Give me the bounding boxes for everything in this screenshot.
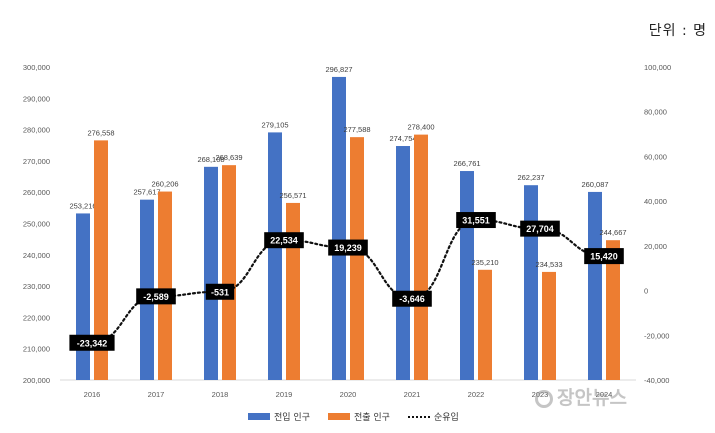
y-left-tick-label: 300,000 bbox=[23, 63, 50, 72]
data-label-box-net bbox=[205, 283, 235, 300]
bar-outflow bbox=[94, 140, 108, 380]
data-label-box-net bbox=[136, 288, 176, 305]
bar-outflow bbox=[222, 165, 236, 380]
bar-inflow bbox=[460, 171, 474, 380]
data-label-inflow: 274,754 bbox=[389, 134, 416, 143]
y-left-tick-label: 290,000 bbox=[23, 94, 50, 103]
x-tick-label: 2021 bbox=[404, 390, 421, 399]
data-label-outflow: 260,206 bbox=[151, 180, 178, 189]
bar-inflow bbox=[524, 185, 538, 380]
y-left-tick-label: 210,000 bbox=[23, 345, 50, 354]
y-right-tick-label: 20,000 bbox=[644, 242, 667, 251]
x-tick-label: 2024 bbox=[596, 390, 613, 399]
y-left-tick-label: 200,000 bbox=[23, 376, 50, 385]
legend-item-outflow: 전출 인구 bbox=[327, 410, 390, 423]
bar-outflow bbox=[350, 137, 364, 380]
data-label-net: -531 bbox=[211, 287, 229, 297]
data-label-box-net bbox=[520, 220, 560, 237]
data-label-net: -2,589 bbox=[143, 292, 169, 302]
watermark-text: 장안뉴스 bbox=[557, 387, 627, 409]
legend-swatch-outflow bbox=[327, 413, 350, 420]
y-left-tick-label: 260,000 bbox=[23, 188, 50, 197]
y-left-tick-label: 280,000 bbox=[23, 126, 50, 135]
bar-inflow bbox=[588, 191, 602, 380]
legend-label-inflow: 전입 인구 bbox=[274, 413, 310, 423]
data-label-net: 15,420 bbox=[590, 252, 618, 262]
chart-legend: 전입 인구 전출 인구 순유입 bbox=[248, 410, 459, 423]
y-right-tick-label: -40,000 bbox=[644, 376, 669, 385]
data-label-outflow: 277,588 bbox=[343, 125, 370, 134]
data-label-net: 27,704 bbox=[526, 224, 554, 234]
data-label-outflow: 268,639 bbox=[215, 153, 242, 162]
y-right-tick-label: 80,000 bbox=[644, 108, 667, 117]
y-left-tick-label: 240,000 bbox=[23, 251, 50, 260]
data-label-outflow: 235,210 bbox=[471, 258, 498, 267]
y-right-tick-label: -20,000 bbox=[644, 331, 669, 340]
y-left-tick-label: 220,000 bbox=[23, 313, 50, 322]
legend-swatch-net bbox=[407, 415, 430, 418]
data-label-outflow: 256,571 bbox=[279, 191, 306, 200]
legend-item-net: 순유입 bbox=[407, 410, 459, 423]
data-label-inflow: 260,087 bbox=[581, 180, 608, 189]
data-label-inflow: 262,237 bbox=[517, 173, 544, 182]
legend-label-outflow: 전출 인구 bbox=[353, 413, 390, 423]
data-label-inflow: 257,617 bbox=[133, 188, 160, 197]
data-label-box-net bbox=[584, 248, 624, 265]
legend-label-net: 순유입 bbox=[433, 413, 459, 423]
data-label-net: 31,551 bbox=[462, 216, 490, 226]
legend-item-inflow: 전입 인구 bbox=[248, 410, 310, 423]
data-label-outflow: 234,533 bbox=[535, 260, 562, 269]
watermark: 장안뉴스 bbox=[535, 383, 627, 410]
data-label-inflow: 279,105 bbox=[261, 120, 288, 129]
y-right-tick-label: 100,000 bbox=[644, 63, 671, 72]
data-label-outflow: 244,667 bbox=[599, 228, 626, 237]
x-tick-label: 2022 bbox=[468, 390, 485, 399]
data-label-net: -23,342 bbox=[77, 338, 108, 348]
data-label-box-net bbox=[456, 212, 496, 229]
data-label-box-net bbox=[392, 290, 432, 307]
y-right-tick-label: 0 bbox=[644, 287, 648, 296]
data-label-inflow: 253,216 bbox=[69, 201, 96, 210]
data-label-inflow: 268,108 bbox=[197, 155, 224, 164]
x-tick-label: 2019 bbox=[276, 390, 293, 399]
bar-outflow bbox=[414, 134, 428, 380]
bar-inflow bbox=[76, 213, 90, 380]
data-label-box-net bbox=[69, 334, 115, 351]
bar-outflow bbox=[286, 202, 300, 380]
data-label-net: 19,239 bbox=[334, 243, 362, 253]
data-label-net: 22,534 bbox=[270, 236, 298, 246]
data-label-box-net bbox=[264, 232, 304, 249]
legend-swatch-inflow bbox=[248, 413, 270, 420]
x-tick-label: 2020 bbox=[340, 390, 357, 399]
watermark-logo-icon bbox=[535, 390, 553, 408]
y-right-tick-label: 40,000 bbox=[644, 197, 667, 206]
unit-label: 단위 : 명 bbox=[648, 23, 707, 39]
data-label-inflow: 296,827 bbox=[325, 65, 352, 74]
bar-outflow bbox=[542, 271, 556, 380]
y-left-tick-label: 250,000 bbox=[23, 220, 50, 229]
data-label-outflow: 278,400 bbox=[407, 123, 434, 132]
data-label-box-net bbox=[328, 239, 368, 256]
bar-outflow bbox=[478, 269, 492, 380]
data-label-net: -3,646 bbox=[399, 294, 425, 304]
y-right-tick-label: 60,000 bbox=[644, 152, 667, 161]
y-left-tick-label: 270,000 bbox=[23, 157, 50, 166]
x-tick-label: 2016 bbox=[84, 390, 101, 399]
bar-outflow bbox=[158, 191, 172, 380]
bar-inflow bbox=[268, 132, 282, 380]
y-left-tick-label: 230,000 bbox=[23, 282, 50, 291]
bar-outflow bbox=[606, 240, 620, 380]
bar-inflow bbox=[396, 146, 410, 380]
data-label-outflow: 276,558 bbox=[87, 128, 114, 137]
bar-inflow bbox=[204, 166, 218, 380]
bar-inflow bbox=[332, 76, 346, 380]
x-tick-label: 2018 bbox=[212, 390, 229, 399]
data-label-inflow: 266,761 bbox=[453, 159, 480, 168]
x-tick-label: 2017 bbox=[148, 390, 165, 399]
